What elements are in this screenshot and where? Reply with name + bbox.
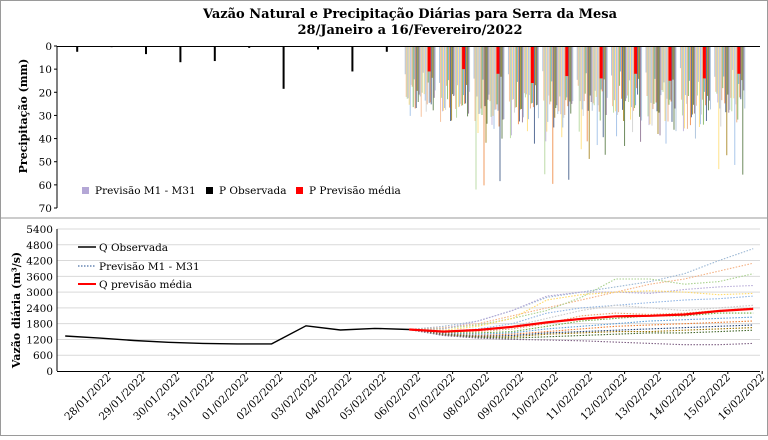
flow-mean-line bbox=[409, 307, 754, 333]
flow-member-line bbox=[409, 320, 754, 337]
flow-y-axis-label: Vazão diária (m³/s) bbox=[10, 252, 23, 369]
flow-legend: Q Observada Previsão M1 - M31 Q previsão… bbox=[78, 242, 200, 291]
precip-mean-bars bbox=[427, 46, 741, 84]
flow-y-tick-label: 1800 bbox=[26, 319, 53, 331]
precip-mean-bar bbox=[599, 46, 603, 79]
flow-y-tick-label: 3000 bbox=[26, 287, 53, 299]
precip-observed-bar bbox=[351, 46, 354, 72]
flow-gridlines bbox=[57, 228, 760, 356]
precip-y-tick-label: 20 bbox=[39, 87, 52, 99]
flow-member-line bbox=[409, 284, 754, 331]
precip-y-tick-label: 30 bbox=[39, 110, 52, 122]
flow-member-line bbox=[409, 312, 754, 334]
legend-swatch-observed bbox=[206, 187, 213, 194]
precip-y-tick-label: 60 bbox=[39, 180, 52, 192]
legend-precip-mean: P Previsão média bbox=[309, 185, 401, 197]
flow-y-tick-label: 1200 bbox=[26, 334, 53, 346]
flow-y-tick-label: 600 bbox=[33, 350, 53, 362]
precip-mean-bar bbox=[530, 46, 534, 84]
precip-mean-bar bbox=[565, 46, 569, 77]
flow-member-line bbox=[409, 262, 754, 331]
flow-member-line bbox=[409, 273, 754, 331]
precip-y-tick-label: 50 bbox=[39, 157, 52, 169]
flow-member-line bbox=[409, 248, 754, 331]
flow-member-line bbox=[409, 290, 754, 331]
precip-y-tick-label: 0 bbox=[45, 41, 52, 53]
precip-mean-bar bbox=[702, 46, 706, 79]
precip-y-ticks: 0 10 20 30 40 50 60 70 bbox=[39, 41, 57, 215]
precip-observed-bar bbox=[282, 46, 285, 89]
precip-mean-bar bbox=[737, 46, 741, 74]
flow-member-line bbox=[409, 316, 754, 335]
precip-observed-bar bbox=[145, 46, 147, 55]
flow-y-tick-label: 5400 bbox=[26, 224, 53, 236]
precip-observed-bar bbox=[76, 46, 79, 52]
legend-flow-mean: Q previsão média bbox=[99, 279, 192, 291]
precip-y-tick-label: 40 bbox=[39, 134, 52, 146]
precip-observed-bar bbox=[317, 46, 319, 50]
flow-y-tick-label: 3600 bbox=[26, 271, 53, 283]
flow-member-line bbox=[409, 328, 754, 339]
flow-series-lines bbox=[65, 307, 754, 345]
chart-title-line2: 28/Janeiro a 16/Fevereiro/2022 bbox=[297, 23, 522, 38]
legend-swatch-members bbox=[82, 187, 89, 194]
flow-y-ticks: 0 600 1200 1800 2400 3000 3600 4200 4800 5400 bbox=[26, 224, 53, 378]
precip-mean-bar bbox=[634, 46, 638, 74]
flow-member-line bbox=[409, 328, 754, 346]
flow-y-tick-label: 4800 bbox=[26, 240, 53, 252]
precip-y-tick-label: 10 bbox=[39, 64, 52, 76]
flow-y-tick-label: 2400 bbox=[26, 303, 53, 315]
precip-forecast-members bbox=[404, 46, 746, 190]
flow-observed-line bbox=[65, 325, 410, 345]
legend-flow-members: Previsão M1 - M31 bbox=[99, 261, 200, 273]
precip-observed-bar bbox=[385, 46, 388, 52]
legend-flow-observed: Q Observada bbox=[99, 242, 168, 254]
precip-mean-bar bbox=[496, 46, 500, 74]
legend-precip-members: Previsão M1 - M31 bbox=[95, 185, 196, 197]
precip-mean-bar bbox=[462, 46, 466, 70]
precip-observed-bar bbox=[179, 46, 182, 63]
precip-mean-bar bbox=[427, 46, 431, 72]
legend-precip-observed: P Observada bbox=[219, 185, 287, 197]
precip-mean-bar bbox=[668, 46, 672, 81]
chart-title-line1: Vazão Natural e Precipitação Diárias par… bbox=[202, 7, 618, 22]
precip-y-axis-label: Precipitação (mm) bbox=[17, 59, 30, 174]
precip-observed-bar bbox=[213, 46, 216, 62]
precip-y-tick-label: 70 bbox=[39, 203, 52, 215]
legend-swatch-mean bbox=[296, 187, 303, 194]
precip-legend: Previsão M1 - M31 P Observada P Previsão… bbox=[82, 185, 401, 197]
flow-y-tick-label: 0 bbox=[46, 366, 53, 378]
flow-y-tick-label: 4200 bbox=[26, 256, 53, 268]
